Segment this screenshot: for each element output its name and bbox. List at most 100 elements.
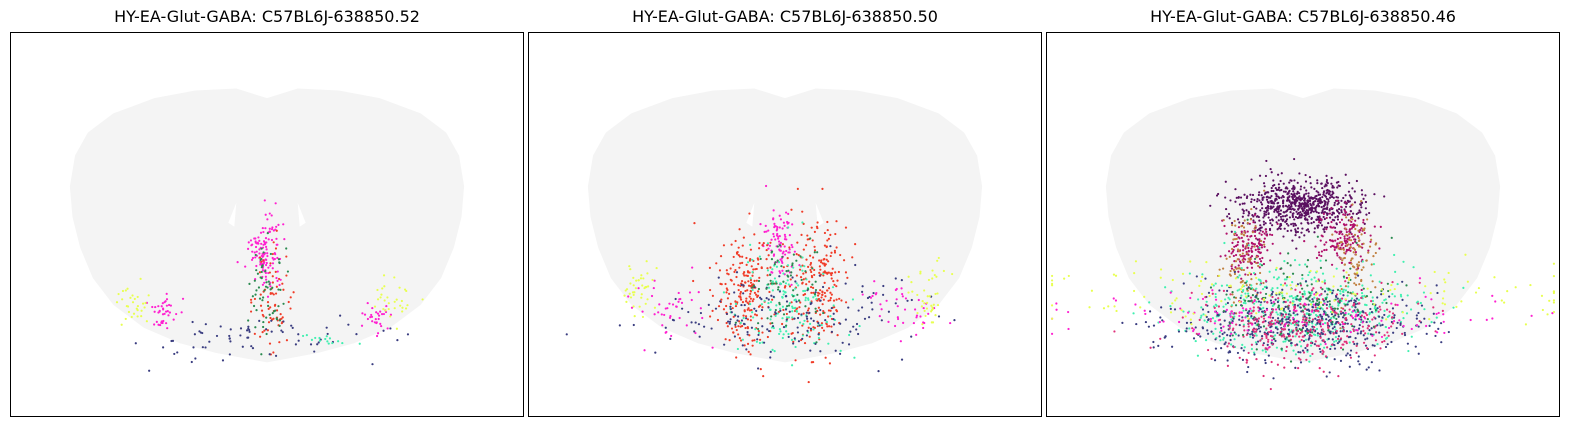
scatter-point [168, 311, 171, 314]
scatter-point [1277, 304, 1280, 307]
scatter-point [1272, 189, 1275, 193]
scatter-point [393, 276, 396, 279]
scatter-point [1238, 250, 1241, 253]
scatter-point [785, 318, 788, 321]
scatter-point [711, 346, 714, 349]
scatter-point [1289, 284, 1292, 287]
scatter-point [1422, 291, 1426, 294]
scatter-point [1319, 307, 1322, 310]
scatter-point [1418, 320, 1421, 323]
scatter-point [933, 273, 936, 277]
scatter-point [1298, 298, 1301, 301]
scatter-point [1354, 337, 1357, 340]
scatter-point [1222, 305, 1225, 308]
scatter-point [896, 317, 900, 321]
scatter-point [1334, 328, 1337, 331]
scatter-point [1262, 182, 1266, 185]
scatter-point [1254, 289, 1257, 292]
scatter-point [930, 304, 933, 307]
scatter-point [839, 322, 842, 325]
scatter-point [775, 265, 779, 268]
scatter-point [1214, 298, 1218, 301]
scatter-point [1212, 332, 1215, 335]
scatter-point [802, 278, 805, 281]
scatter-point [1261, 287, 1265, 291]
scatter-point [1325, 189, 1328, 192]
scatter-point [642, 277, 645, 280]
scatter-point [1368, 245, 1372, 248]
scatter-point [1348, 200, 1351, 203]
scatter-point [1258, 199, 1261, 202]
scatter-point [1270, 194, 1273, 198]
scatter-point [1253, 198, 1256, 202]
scatter-point [1335, 293, 1339, 296]
scatter-point [1301, 277, 1304, 280]
scatter-point [1331, 244, 1334, 247]
scatter-point [376, 288, 379, 292]
scatter-series [134, 314, 410, 372]
scatter-point [1258, 232, 1261, 235]
scatter-point [1291, 214, 1294, 217]
scatter-series [145, 292, 185, 330]
scatter-point [262, 251, 265, 254]
scatter-point [746, 333, 749, 336]
scatter-point [809, 254, 812, 257]
scatter-point [1288, 334, 1291, 338]
scatter-point [821, 326, 824, 329]
scatter-point [779, 258, 782, 261]
scatter-point [1288, 195, 1291, 198]
scatter-point [1254, 322, 1257, 325]
scatter-point [1306, 221, 1309, 224]
scatter-point [1325, 318, 1328, 321]
scatter-point [1313, 227, 1316, 230]
scatter-point [1257, 306, 1260, 309]
scatter-point [1552, 301, 1556, 304]
scatter-point [818, 265, 821, 268]
scatter-point [1226, 364, 1229, 367]
scatter-point [1315, 256, 1319, 260]
scatter-point [1260, 335, 1264, 338]
scatter-point [1332, 332, 1335, 335]
scatter-point [1255, 296, 1258, 299]
scatter-point [1323, 248, 1326, 252]
scatter-point [812, 319, 815, 322]
scatter-point [1255, 312, 1258, 315]
scatter-point [1330, 176, 1333, 179]
scatter-point [1331, 311, 1334, 314]
scatter-point [779, 330, 782, 333]
scatter-point [1285, 338, 1289, 341]
scatter-point [791, 245, 794, 249]
scatter-point [1258, 266, 1261, 269]
scatter-point [393, 307, 396, 310]
scatter-point [821, 187, 824, 190]
scatter-point [853, 356, 856, 359]
scatter-point [1330, 343, 1334, 346]
scatter-point [835, 298, 838, 301]
scatter-point [1315, 270, 1319, 273]
scatter-point [769, 273, 772, 277]
scatter-point [1279, 308, 1283, 311]
scatter-point [769, 279, 772, 282]
scatter-point [1343, 235, 1346, 238]
scatter-point [1430, 320, 1433, 324]
scatter-point [164, 310, 168, 313]
scatter-point [1441, 309, 1444, 312]
scatter-point [1342, 294, 1345, 297]
scatter-point [1327, 319, 1330, 322]
scatter-point [1271, 343, 1274, 346]
scatter-point [1231, 293, 1234, 296]
scatter-point [903, 308, 907, 311]
scatter-point [711, 309, 714, 312]
scatter-point [1339, 337, 1343, 340]
scatter-point [1310, 301, 1313, 304]
scatter-point [1380, 335, 1384, 339]
scatter-point [1315, 198, 1318, 201]
scatter-point [1323, 282, 1327, 285]
scatter-point [1238, 323, 1241, 327]
scatter-point [784, 291, 787, 294]
scatter-point [1308, 176, 1312, 179]
scatter-point [792, 342, 795, 345]
scatter-point [743, 274, 746, 277]
scatter-point [262, 296, 265, 299]
scatter-point [1362, 229, 1366, 232]
